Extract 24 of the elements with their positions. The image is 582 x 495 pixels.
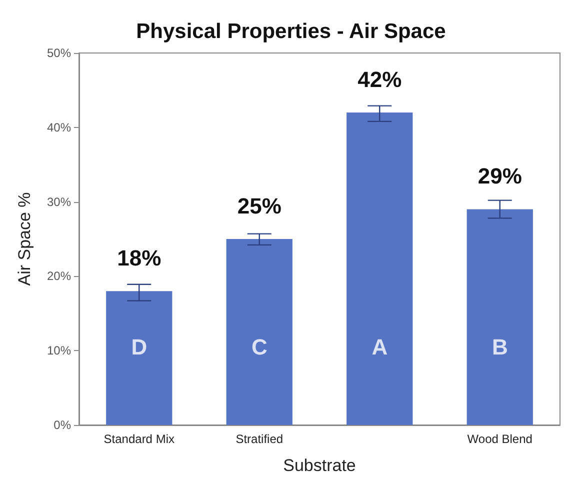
annotation: A — [372, 334, 388, 360]
y-axis-title: Air Space % — [15, 192, 34, 286]
data-label: 25% — [237, 194, 282, 218]
bar — [466, 209, 533, 425]
y-tick-label: 50% — [46, 46, 72, 60]
y-tick-label: 10% — [46, 344, 72, 358]
y-tick-label: 0% — [54, 418, 72, 432]
data-label: 42% — [358, 67, 402, 92]
x-tick-label: Wood Blend — [467, 432, 532, 446]
bar — [226, 239, 292, 425]
annotation: C — [251, 334, 268, 360]
x-axis-title: Substrate — [283, 456, 356, 475]
y-tick-label: 20% — [46, 269, 72, 284]
bar — [346, 112, 413, 425]
annotation: D — [131, 334, 148, 360]
data-label: 18% — [117, 246, 162, 271]
y-tick-label: 40% — [46, 120, 72, 134]
bar — [106, 291, 172, 425]
data-label: 29% — [478, 164, 522, 189]
x-tick-label: Standard Mix — [104, 432, 174, 446]
chart-title: Physical Properties - Air Space — [136, 20, 446, 43]
annotation: B — [492, 334, 508, 360]
y-tick-label: 30% — [46, 194, 72, 209]
x-tick-label: Stratified — [236, 432, 284, 446]
